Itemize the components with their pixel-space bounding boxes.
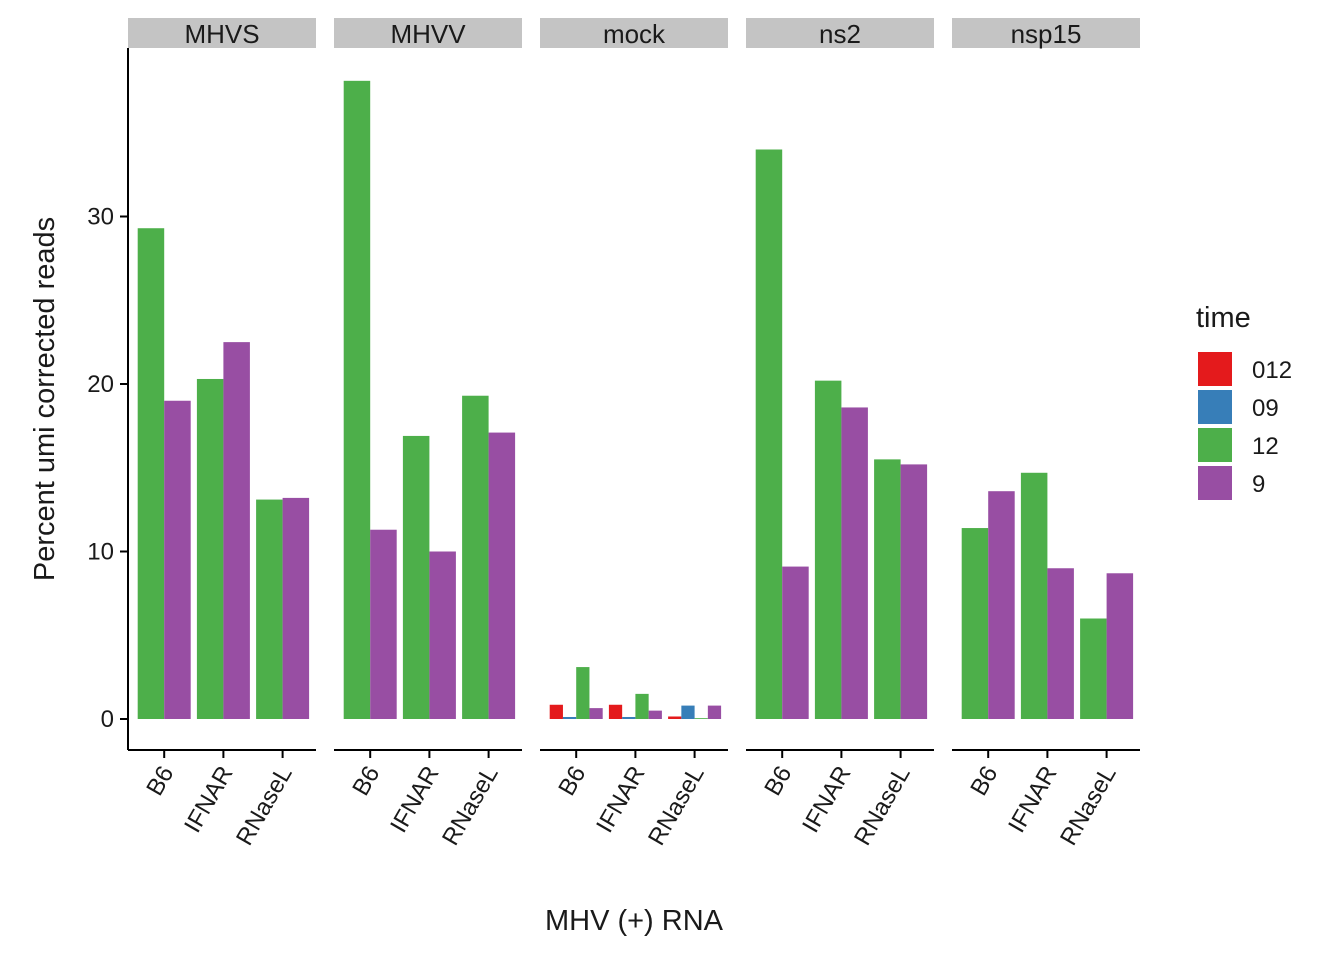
bar-mhvv-rnasel-t12: [462, 395, 489, 719]
bar-mock-b6-t012: [549, 704, 563, 719]
bar-mhvv-b6-t12: [343, 80, 371, 719]
y-axis: 0 10 20 30: [87, 48, 129, 750]
x-tick-label: RNaseL: [643, 762, 710, 851]
bar-mhvs-rnasel-t12: [256, 499, 283, 719]
x-tick-label: IFNAR: [1003, 762, 1062, 838]
x-tick-label: B6: [965, 761, 1003, 800]
bar-nsp15-ifnar-t12: [1020, 472, 1048, 719]
bar-nsp15-rnasel-t12: [1080, 618, 1107, 719]
facet-strip-label: MHVS: [184, 19, 259, 49]
x-tick-label: RNaseL: [437, 762, 504, 851]
bar-nsp15-b6-t12: [961, 528, 989, 719]
bar-mhvs-ifnar-t12: [196, 378, 224, 719]
bar-mhvs-ifnar-t9: [223, 342, 250, 719]
bar-mock-ifnar-t012: [608, 704, 623, 719]
bar-ns2-b6-t12: [755, 149, 783, 719]
bar-mhvs-b6-t9: [164, 400, 191, 719]
legend-label: 012: [1252, 357, 1292, 384]
x-tick-label: RNaseL: [849, 762, 916, 851]
bar-mock-b6-t9: [589, 708, 603, 719]
facet-strip-label: MHVV: [390, 19, 466, 49]
facet-strip: [952, 18, 1140, 48]
y-tick-label: 20: [87, 371, 114, 398]
bar-ns2-rnasel-t9: [900, 464, 928, 719]
x-tick-label: RNaseL: [231, 762, 298, 851]
bar-mock-ifnar-t09: [622, 716, 636, 719]
bar-mock-b6-t09: [562, 716, 577, 719]
legend-swatch-012: [1198, 352, 1232, 386]
x-axis-title: MHV (+) RNA: [545, 905, 724, 937]
y-tick-label: 0: [101, 706, 114, 733]
bar-mhvs-b6-t12: [137, 228, 165, 719]
bar-mhvv-ifnar-t12: [402, 435, 430, 719]
facet-strip-label: ns2: [819, 19, 861, 49]
facet-strip: [540, 18, 728, 48]
legend-swatch-9: [1198, 466, 1232, 500]
x-tick-label: B6: [759, 762, 797, 801]
bar-ns2-ifnar-t12: [814, 380, 842, 719]
legend-title: time: [1196, 302, 1251, 334]
legend-swatch-09: [1198, 390, 1232, 424]
legend: time 012 09 12 9: [1196, 302, 1292, 500]
bar-mock-ifnar-t9: [648, 710, 662, 719]
bar-mhvv-ifnar-t9: [429, 551, 456, 719]
bar-nsp15-b6-t9: [988, 491, 1015, 719]
bar-ns2-rnasel-t12: [874, 459, 901, 719]
bar-mock-rnasel-t12: [694, 718, 708, 719]
bar-mock-b6-t12: [576, 667, 590, 719]
facet-strip: [746, 18, 934, 48]
y-tick-label: 10: [87, 539, 114, 566]
legend-label: 09: [1252, 395, 1279, 422]
y-tick-label: 30: [87, 204, 114, 231]
legend-label: 9: [1252, 471, 1265, 498]
bar-mhvs-rnasel-t9: [282, 497, 310, 719]
legend-label: 12: [1252, 433, 1279, 460]
bar-mock-rnasel-t09: [681, 705, 695, 719]
bar-nsp15-rnasel-t9: [1106, 573, 1134, 719]
x-tick-label: RNaseL: [1055, 762, 1122, 851]
x-tick-label: B6: [553, 762, 591, 801]
bar-mhvv-rnasel-t9: [488, 432, 516, 719]
bar-mhvv-b6-t9: [370, 529, 397, 719]
facet-strip-label: mock: [603, 19, 666, 49]
facet-strip: [128, 18, 316, 48]
x-tick-label: IFNAR: [179, 762, 238, 838]
bar-nsp15-ifnar-t9: [1047, 568, 1074, 719]
x-tick-label: IFNAR: [385, 762, 444, 838]
y-axis-title: Percent umi corrected reads: [29, 217, 61, 581]
x-tick-label: B6: [141, 762, 179, 801]
x-tick-label: IFNAR: [591, 762, 650, 838]
bar-mock-rnasel-t012: [668, 716, 682, 719]
x-tick-label: IFNAR: [797, 762, 856, 838]
facet-strip: [334, 18, 522, 48]
bar-mock-rnasel-t9: [707, 705, 722, 719]
facet-strip-label: nsp15: [1011, 19, 1082, 49]
x-tick-label: B6: [347, 762, 385, 801]
legend-swatch-12: [1198, 428, 1232, 462]
bar-ns2-b6-t9: [782, 566, 809, 719]
bar-ns2-ifnar-t9: [841, 407, 868, 719]
bar-mock-ifnar-t12: [635, 693, 649, 719]
